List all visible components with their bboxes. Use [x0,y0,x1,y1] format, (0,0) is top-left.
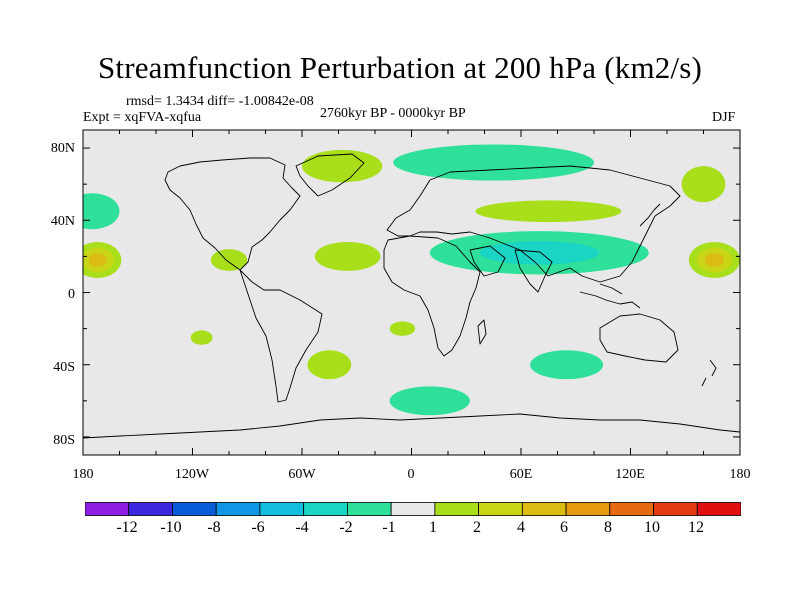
colorbar-swatch [346,502,392,516]
colorbar-swatch [653,502,698,516]
anomaly-contour [307,350,352,380]
colorbar-swatch [565,502,611,516]
x-tick-label: 180 [729,467,751,482]
axis-ticks [82,130,741,455]
colorbar-swatch [172,502,217,516]
plot-title: Streamfunction Perturbation at 200 hPa (… [97,50,703,85]
colorbar-label: -8 [207,519,221,536]
x-tick-label: 60W [288,467,316,482]
y-tick-label: 80N [50,141,75,156]
anomaly-contour [704,253,725,267]
coastline-antarctica [83,413,740,439]
anomaly-contour [314,241,381,271]
coastline-eurasia [386,165,681,283]
y-tick-label: 40S [53,360,75,375]
colorbar-label: 4 [517,519,525,536]
colorbar-label: -10 [160,519,182,536]
colorbar-swatch [390,502,436,516]
colorbar-label: 12 [688,519,704,536]
x-tick-label: 0 [407,467,415,482]
coastline-greenland [295,153,365,197]
x-tick-label: 120W [174,467,210,482]
colorbar-swatch [303,502,348,516]
colorbar-label: -4 [295,519,309,536]
coastline-north-america [164,157,301,271]
coastline-indonesia [579,283,641,309]
colorbar-swatch [259,502,305,516]
y-tick-label: 0 [68,287,75,302]
x-tick-label: 60E [509,467,533,482]
anomaly-contour [530,350,604,380]
anomaly-contour [210,249,248,271]
coastline-south-america [239,269,323,403]
colorbar-swatch [609,502,654,516]
colorbar-swatch [696,502,741,516]
colorbar-swatch [478,502,523,516]
anomaly-contour [88,253,107,267]
anomaly-field [83,144,740,416]
coastline-arabia [469,245,506,277]
anomaly-contour [681,166,726,203]
colorbar-label: 8 [604,519,612,536]
colorbar-swatch [434,502,480,516]
stats-label: rmsd= 1.3434 diff= -1.00842e-08 [126,94,314,109]
coastlines [83,153,740,439]
coastline-africa [383,235,481,357]
colorbar-label: 10 [644,519,660,536]
colorbar-label: 1 [429,519,437,536]
coastline-australia [599,313,679,363]
anomaly-contour [475,200,622,223]
anomaly-contour [479,240,599,265]
colorbar-swatch [521,502,567,516]
anomaly-contour [389,321,416,336]
coastline-madagascar [477,319,487,345]
colorbar-label: -1 [382,519,396,536]
colorbar-swatch [85,502,130,516]
colorbar-label: 6 [560,519,568,536]
anomaly-contour [389,386,470,416]
colorbar-label: -2 [339,519,353,536]
anomaly-contour [393,144,594,181]
colorbar-label: -12 [116,519,138,536]
coastline-new-zealand [701,359,717,387]
season-label: DJF [712,110,736,125]
coastline-india [514,249,553,293]
colorbar-label: 2 [473,519,481,536]
colorbar [85,502,741,516]
period-label: 2760kyr BP - 0000kyr BP [320,106,466,121]
colorbar-swatch [215,502,261,516]
colorbar-label: -6 [251,519,265,536]
coastline-japan [639,203,661,227]
anomaly-contour [302,149,383,183]
colorbar-swatch [128,502,173,516]
y-tick-label: 80S [53,433,75,448]
x-tick-label: 120E [615,467,645,482]
anomaly-contour [190,330,213,345]
y-tick-label: 40N [50,214,75,229]
anomaly-contour [83,193,120,230]
experiment-label: Expt = xqFVA-xqfua [83,110,202,125]
x-tick-label: 180 [72,467,94,482]
